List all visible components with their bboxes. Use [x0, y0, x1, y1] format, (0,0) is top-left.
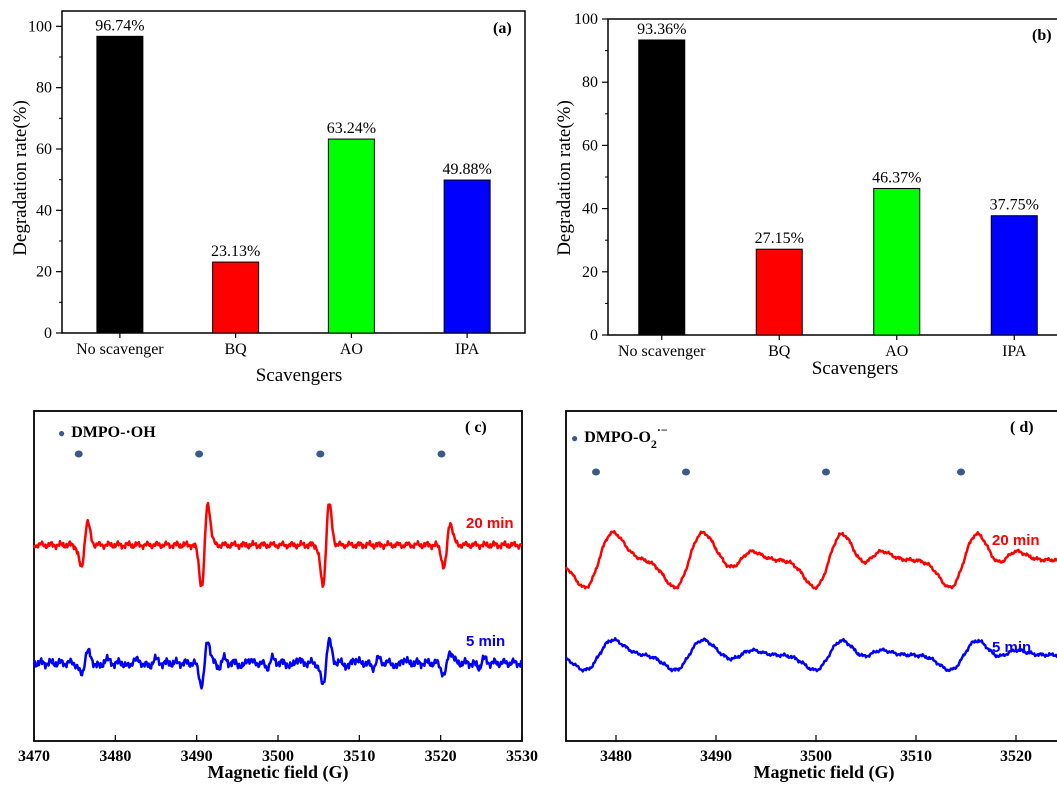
bar-bq — [755, 248, 803, 336]
x-tick-label: 3520 — [1000, 748, 1032, 765]
y-tick-label: 100 — [574, 11, 598, 28]
series-label: 5 min — [466, 633, 505, 650]
y-tick-label: 40 — [36, 202, 52, 219]
ylabel-a: Degradation rate(%) — [10, 100, 31, 256]
bar-chart-b: Degradation rate(%) Scavengers (b) 0 20 40… — [554, 11, 1057, 379]
panel-tag-b: (b) — [1032, 27, 1052, 44]
data-label: 37.75% — [990, 197, 1039, 214]
x-tick-label: 3530 — [506, 748, 538, 765]
y-tick-label: 60 — [36, 141, 52, 158]
plot-frame — [33, 410, 523, 742]
xlabel-d: Magnetic field (G) — [754, 762, 895, 783]
y-tick-label: 20 — [36, 264, 52, 281]
data-label: 63.24% — [327, 120, 376, 137]
data-label: 93.36% — [637, 21, 686, 38]
x-tick-label: 3520 — [425, 748, 457, 765]
bar-chart-a: Degradation rate(%) Scavengers (a) 0 20 40… — [10, 10, 526, 386]
data-label: 23.13% — [211, 243, 260, 260]
plot-frame — [61, 10, 526, 334]
data-label: 49.88% — [442, 161, 491, 178]
xlabel-c: Magnetic field (G) — [208, 762, 349, 783]
peak-marker — [437, 450, 446, 458]
panel-tag-d: ( d) — [1010, 419, 1034, 436]
x-tick-label: 3480 — [99, 748, 131, 765]
data-label: 27.15% — [755, 230, 804, 247]
x-tick-label: 3470 — [18, 748, 50, 765]
series-label: 5 min — [992, 639, 1031, 656]
series-label: 20 min — [992, 532, 1040, 549]
x-tick-label: 3510 — [900, 748, 932, 765]
bar-ipa — [443, 179, 491, 334]
y-tick-label: 0 — [590, 327, 598, 344]
peak-marker — [957, 468, 965, 476]
x-tick-label: 3490 — [181, 748, 213, 765]
epr-chart-c: ● DMPO-·OH ( c) Magnetic field (G) 3470 34… — [18, 410, 538, 783]
plot-frame — [565, 410, 1057, 742]
x-tick-label: BQ — [225, 341, 248, 358]
x-tick-label: 3500 — [262, 748, 294, 765]
peak-marker — [682, 468, 690, 476]
x-tick-label: IPA — [455, 341, 480, 358]
legend-d: ● DMPO-O2·− — [571, 423, 668, 451]
bar-no-scavenger — [638, 39, 686, 336]
bar-ao — [873, 187, 921, 336]
spectrum-20-min — [564, 529, 1057, 591]
x-tick-label: BQ — [768, 343, 791, 360]
bar-ipa — [990, 215, 1038, 336]
data-label: 96.74% — [95, 17, 144, 34]
x-tick-label: 3500 — [800, 748, 832, 765]
bar-ao — [327, 138, 375, 334]
bar-no-scavenger — [96, 35, 144, 334]
y-tick-label: 40 — [582, 201, 598, 218]
legend-c: ● DMPO-·OH — [58, 424, 156, 441]
y-tick-label: 80 — [36, 80, 52, 97]
x-tick-label: AO — [340, 341, 363, 358]
peak-marker — [822, 468, 830, 476]
data-label: 46.37% — [872, 169, 921, 186]
spectrum-5-min — [32, 636, 523, 690]
x-tick-label: 3480 — [600, 748, 632, 765]
spectrum-5-min — [564, 637, 1057, 673]
xlabel-a: Scavengers — [256, 365, 343, 386]
y-tick-label: 0 — [44, 325, 52, 342]
xlabel-b: Scavengers — [812, 358, 899, 379]
ylabel-b: Degradation rate(%) — [554, 100, 575, 256]
peak-marker — [74, 450, 83, 458]
y-tick-label: 100 — [28, 18, 52, 35]
y-tick-label: 80 — [582, 74, 598, 91]
x-tick-label: 3510 — [343, 748, 375, 765]
x-tick-label: No scavenger — [618, 343, 706, 360]
x-tick-label: IPA — [1002, 343, 1027, 360]
bar-bq — [212, 261, 260, 334]
x-tick-label: AO — [885, 343, 908, 360]
peak-marker — [195, 450, 204, 458]
y-tick-label: 60 — [582, 137, 598, 154]
peak-marker — [316, 450, 325, 458]
panel-tag-c: ( c) — [465, 419, 487, 436]
series-label: 20 min — [466, 515, 514, 532]
x-tick-label: No scavenger — [76, 341, 164, 358]
y-tick-label: 20 — [582, 264, 598, 281]
epr-chart-d: ● DMPO-O2·− ( d) Magnetic field (G) 3480 3… — [564, 410, 1057, 783]
spectrum-20-min — [32, 501, 523, 588]
peak-marker — [592, 468, 600, 476]
panel-tag-a: (a) — [493, 20, 512, 37]
x-tick-label: 3490 — [700, 748, 732, 765]
